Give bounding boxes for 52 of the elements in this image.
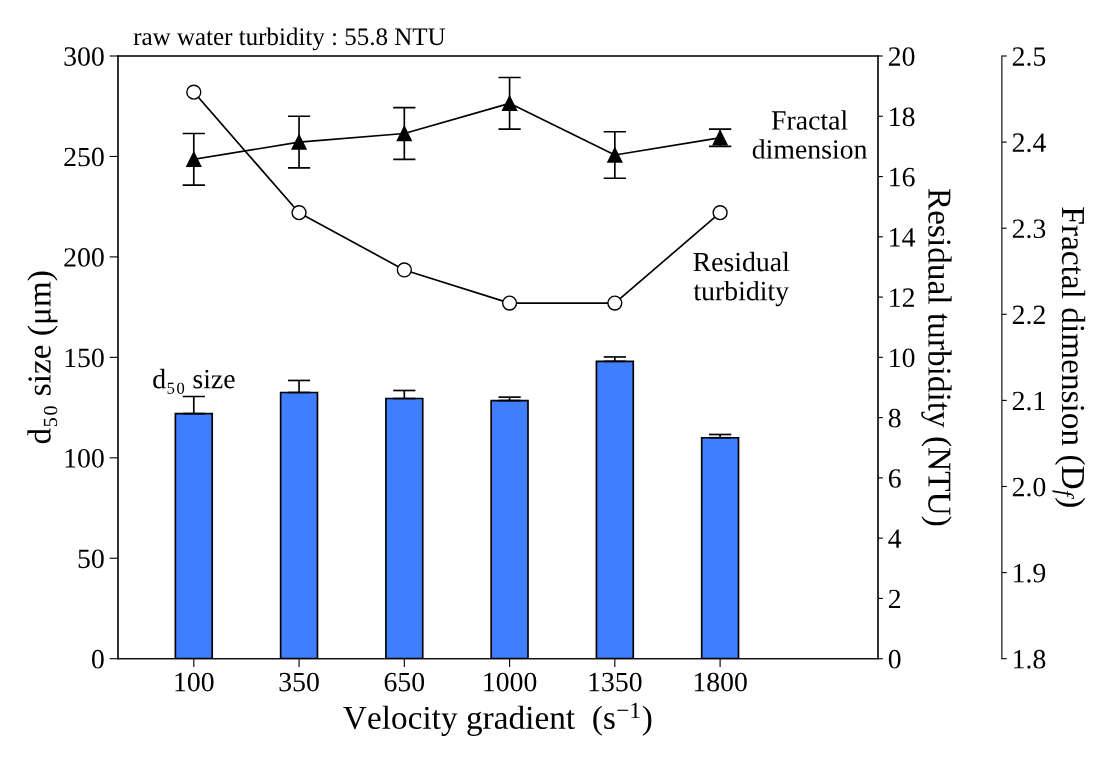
point <box>712 205 728 221</box>
y-tick-label: 250 <box>64 147 104 167</box>
series-label: Fractal dimension <box>752 110 868 159</box>
y2-tick-label: 14 <box>890 228 916 247</box>
point <box>607 295 623 311</box>
chart-title: raw water turbidity : 55.8 NTU <box>133 27 446 51</box>
x-tick-label: 100 <box>175 672 214 692</box>
x-tick-label: 1800 <box>694 672 747 692</box>
y-tick-label: 50 <box>78 549 104 569</box>
y-tick-label: 100 <box>65 448 104 468</box>
point <box>607 147 623 163</box>
y3-tick-label: 2.2 <box>1012 305 1045 325</box>
y2-tick-label: 12 <box>890 288 914 307</box>
point <box>186 151 202 167</box>
point <box>712 130 728 146</box>
x-tick-label: 1350 <box>589 672 642 692</box>
point <box>291 205 307 221</box>
x-tick-label: 350 <box>279 672 319 692</box>
y-tick-label: 0 <box>91 649 104 669</box>
y-tick-label: 150 <box>65 348 104 368</box>
y2-tick-label: 18 <box>890 107 915 127</box>
y-axis-title: d₅₀ size (μm) <box>27 271 58 444</box>
x-tick-label: 1000 <box>484 672 537 692</box>
y3-tick-label: 2.0 <box>1012 477 1046 497</box>
x-tick-label: 650 <box>384 672 425 692</box>
point <box>396 125 412 142</box>
y3-tick-label: 2.1 <box>1012 391 1045 411</box>
y2-axis-title: Residual turbidity (NTU) <box>921 188 952 526</box>
y3-tick-label: 2.4 <box>1012 133 1046 153</box>
y3-tick-label: 1.8 <box>1014 649 1046 669</box>
y2-tick-label: 10 <box>890 348 915 368</box>
point <box>501 95 518 111</box>
y2-tick-label: 0 <box>888 649 901 669</box>
y2-tick-label: 16 <box>890 167 915 187</box>
point <box>291 134 307 150</box>
series-label: Residual turbidity <box>693 251 790 307</box>
y2-tick-label: 4 <box>888 529 902 548</box>
y3-tick-label: 2.5 <box>1012 47 1046 67</box>
y3-tick-label: 1.9 <box>1014 563 1046 583</box>
y2-tick-label: 6 <box>888 469 901 488</box>
y2-tick-label: 8 <box>888 408 901 428</box>
series-label: d₅₀ size <box>153 368 235 394</box>
y-tick-label: 200 <box>64 248 104 267</box>
y-tick-label: 300 <box>64 47 104 66</box>
y2-tick-label: 2 <box>888 589 901 609</box>
point <box>396 262 412 278</box>
point <box>501 295 518 311</box>
y3-axis-title: Fractal dimension (D$_{f}$) <box>1052 207 1086 507</box>
y2-tick-label: 20 <box>888 47 915 66</box>
point <box>186 84 202 100</box>
y3-tick-label: 2.3 <box>1012 219 1046 239</box>
x-axis-title: Velocity gradient (s$^{−1}$) <box>343 702 652 736</box>
